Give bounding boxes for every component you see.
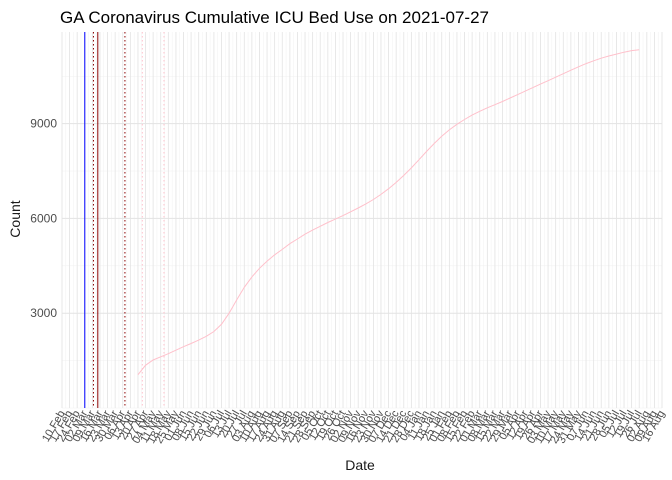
series-line — [137, 49, 640, 376]
x-axis-title: Date — [345, 457, 375, 473]
reference-lines — [84, 32, 165, 408]
y-tick-label: 3000 — [30, 306, 57, 320]
grid — [61, 32, 663, 409]
y-axis-ticks: 3000 6000 9000 — [30, 117, 57, 321]
y-axis-title: Count — [7, 200, 23, 237]
y-tick-label: 9000 — [30, 117, 57, 131]
chart-title: GA Coronavirus Cumulative ICU Bed Use on… — [60, 8, 489, 27]
data-series — [137, 49, 640, 376]
y-tick-label: 6000 — [30, 211, 57, 225]
